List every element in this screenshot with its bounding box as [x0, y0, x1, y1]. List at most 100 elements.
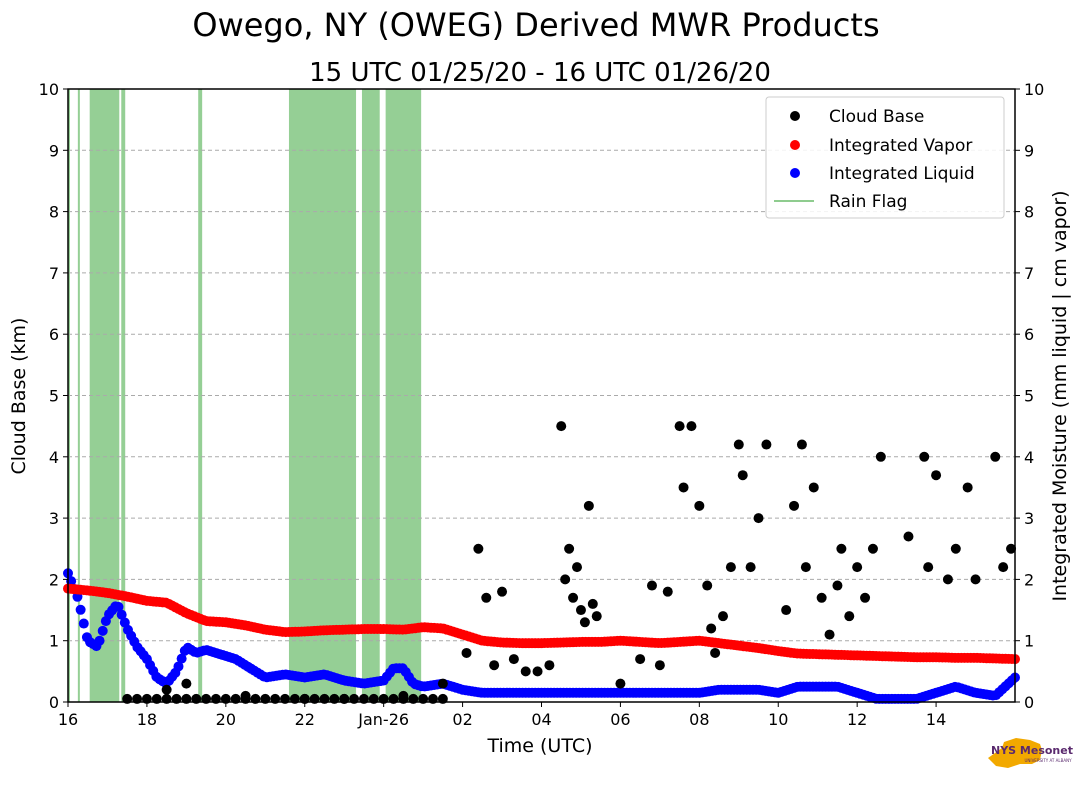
cloud-base-point [587, 598, 598, 609]
legend-cloud-base-label: Cloud Base [829, 107, 924, 127]
legend: Cloud Base Integrated Vapor Integrated L… [765, 96, 1005, 219]
cloud-base-point [686, 421, 697, 432]
x-axis-label: Time (UTC) [486, 735, 592, 757]
rain-flag-span [121, 89, 126, 702]
cloud-base-point [919, 451, 930, 462]
y-tick-label-left: 4 [49, 448, 59, 467]
cloud-base-point [497, 586, 508, 597]
cloud-base-point [646, 580, 657, 591]
cloud-base-point [781, 605, 792, 616]
cloud-base-point [702, 580, 713, 591]
y-tick-label-left: 6 [49, 325, 59, 344]
y-tick-label-right: 5 [1024, 387, 1034, 406]
new-york-state-icon [988, 738, 1042, 768]
cloud-base-point [635, 654, 646, 665]
cloud-base-point [796, 439, 807, 450]
cloud-base-point [737, 470, 748, 481]
legend-integrated-liquid-label: Integrated Liquid [829, 164, 975, 184]
cloud-base-point [461, 647, 472, 658]
integrated-vapor-series [63, 583, 1020, 665]
x-tick-label: 18 [137, 710, 157, 729]
cloud-base-point [615, 678, 626, 689]
y-tick-label-left: 1 [49, 632, 59, 651]
y-tick-label-left: 8 [49, 203, 59, 222]
cloud-base-point [489, 660, 500, 671]
cloud-base-series [122, 421, 1017, 704]
chart-subtitle: 15 UTC 01/25/20 - 16 UTC 01/26/20 [309, 58, 771, 88]
cloud-base-point [508, 654, 519, 665]
y-tick-label-left: 10 [39, 80, 59, 99]
y-tick-label-right: 8 [1024, 203, 1034, 222]
cloud-base-point [718, 611, 729, 622]
cloud-base-point [962, 482, 973, 493]
cloud-base-point [998, 562, 1009, 573]
cloud-base-point [942, 574, 953, 585]
grid-lines [68, 149, 1015, 642]
cloud-base-point [437, 678, 448, 689]
cloud-base-point [761, 439, 772, 450]
cloud-base-point [844, 611, 855, 622]
y-tick-label-right: 4 [1024, 448, 1034, 467]
cloud-base-point [710, 647, 721, 658]
logo-subtext: UNIVERSITY AT ALBANY [1024, 758, 1072, 763]
cloud-base-point [950, 543, 961, 554]
cloud-base-point [733, 439, 744, 450]
y-tick-label-left: 7 [49, 264, 59, 283]
x-tick-label: 02 [452, 710, 472, 729]
legend-integrated-liquid-marker [790, 168, 800, 178]
logo-text: NYS Mesonet [991, 744, 1073, 757]
x-tick-label: 22 [295, 710, 315, 729]
cloud-base-point [867, 543, 878, 554]
y-tick-label-left: 9 [49, 141, 59, 160]
cloud-base-point [579, 617, 590, 628]
integrated-liquid-point [113, 601, 124, 612]
cloud-base-point [745, 562, 756, 573]
y-tick-label-right: 9 [1024, 141, 1034, 160]
cloud-base-point [789, 500, 800, 511]
cloud-base-point [662, 586, 673, 597]
legend-integrated-vapor-label: Integrated Vapor [829, 136, 972, 156]
y-tick-label-left: 3 [49, 509, 59, 528]
cloud-base-point [544, 660, 555, 671]
x-tick-label: 08 [689, 710, 709, 729]
cloud-base-point [832, 580, 843, 591]
x-tick-label: 10 [768, 710, 788, 729]
cloud-base-point [583, 500, 594, 511]
cloud-base-point [860, 592, 871, 603]
nys-mesonet-logo: NYS Mesonet UNIVERSITY AT ALBANY [988, 738, 1073, 768]
cloud-base-point [706, 623, 717, 634]
integrated-liquid-point [94, 635, 105, 646]
cloud-base-point [532, 666, 543, 677]
cloud-base-point [161, 684, 172, 695]
x-tick-label: 04 [531, 710, 551, 729]
cloud-base-point [836, 543, 847, 554]
legend-rain-flag-label: Rain Flag [829, 192, 907, 212]
x-tick-label: 12 [847, 710, 867, 729]
cloud-base-point [398, 690, 409, 701]
cloud-base-point [725, 562, 736, 573]
cloud-base-point [808, 482, 819, 493]
integrated-liquid-series [63, 568, 1020, 704]
cloud-base-point [753, 513, 764, 524]
cloud-base-point [181, 678, 192, 689]
chart-title: Owego, NY (OWEG) Derived MWR Products [192, 6, 879, 44]
cloud-base-point [931, 470, 942, 481]
cloud-base-point [556, 421, 567, 432]
cloud-base-point [240, 690, 251, 701]
cloud-base-point [560, 574, 571, 585]
x-tick-label: 20 [216, 710, 236, 729]
integrated-liquid-point [75, 604, 86, 615]
y-tick-label-right: 0 [1024, 693, 1034, 712]
integrated-liquid-point [116, 609, 127, 620]
cloud-base-point [875, 451, 886, 462]
cloud-base-point [678, 482, 689, 493]
cloud-base-point [824, 629, 835, 640]
legend-box [765, 96, 1005, 219]
cloud-base-point [816, 592, 827, 603]
cloud-base-point [903, 531, 914, 542]
legend-integrated-vapor-marker [790, 140, 800, 150]
cloud-base-point [852, 562, 863, 573]
cloud-base-point [568, 592, 579, 603]
